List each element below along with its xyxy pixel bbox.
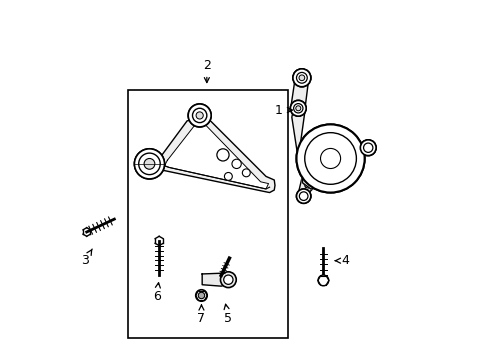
Polygon shape <box>202 273 228 286</box>
Circle shape <box>298 75 304 81</box>
Circle shape <box>299 192 307 201</box>
Circle shape <box>296 72 306 83</box>
Circle shape <box>144 158 155 169</box>
Circle shape <box>144 158 155 169</box>
Circle shape <box>134 149 164 179</box>
Circle shape <box>320 148 340 168</box>
Text: 4: 4 <box>334 254 348 267</box>
Circle shape <box>134 149 164 179</box>
Text: 1: 1 <box>274 104 292 117</box>
Circle shape <box>198 292 204 299</box>
Circle shape <box>195 290 207 301</box>
Circle shape <box>363 143 372 152</box>
Polygon shape <box>359 144 373 161</box>
Circle shape <box>139 153 160 175</box>
Circle shape <box>231 159 241 168</box>
Circle shape <box>295 106 300 111</box>
Circle shape <box>317 275 328 286</box>
Circle shape <box>224 172 232 180</box>
Text: 3: 3 <box>81 249 92 267</box>
Text: 5: 5 <box>224 304 232 325</box>
Circle shape <box>242 169 250 177</box>
Circle shape <box>223 275 233 284</box>
Circle shape <box>296 189 310 203</box>
Circle shape <box>298 75 304 81</box>
Circle shape <box>320 148 340 168</box>
Circle shape <box>295 106 300 111</box>
Circle shape <box>290 100 305 116</box>
Circle shape <box>196 112 203 119</box>
Circle shape <box>217 149 228 161</box>
Circle shape <box>296 125 364 193</box>
Circle shape <box>292 69 310 87</box>
Text: 2: 2 <box>203 59 210 82</box>
Circle shape <box>296 125 364 193</box>
Circle shape <box>363 143 372 152</box>
Polygon shape <box>290 81 308 105</box>
Circle shape <box>304 133 356 184</box>
Circle shape <box>360 140 375 156</box>
Polygon shape <box>297 178 312 198</box>
Circle shape <box>293 104 303 113</box>
Circle shape <box>139 153 160 175</box>
Polygon shape <box>164 123 268 189</box>
Circle shape <box>188 104 211 127</box>
Circle shape <box>293 104 303 113</box>
Text: 6: 6 <box>152 283 160 303</box>
Circle shape <box>299 192 307 201</box>
Circle shape <box>304 133 356 184</box>
Circle shape <box>296 72 306 83</box>
Circle shape <box>220 272 236 288</box>
Circle shape <box>192 108 206 123</box>
Polygon shape <box>291 112 304 164</box>
Circle shape <box>188 104 211 127</box>
Circle shape <box>292 69 310 87</box>
Text: 7: 7 <box>197 305 205 325</box>
Circle shape <box>196 112 203 119</box>
Circle shape <box>296 189 310 203</box>
Circle shape <box>192 108 206 123</box>
Bar <box>128 90 287 338</box>
Circle shape <box>360 140 375 156</box>
Polygon shape <box>156 117 274 193</box>
Polygon shape <box>301 173 316 189</box>
Circle shape <box>290 100 305 116</box>
